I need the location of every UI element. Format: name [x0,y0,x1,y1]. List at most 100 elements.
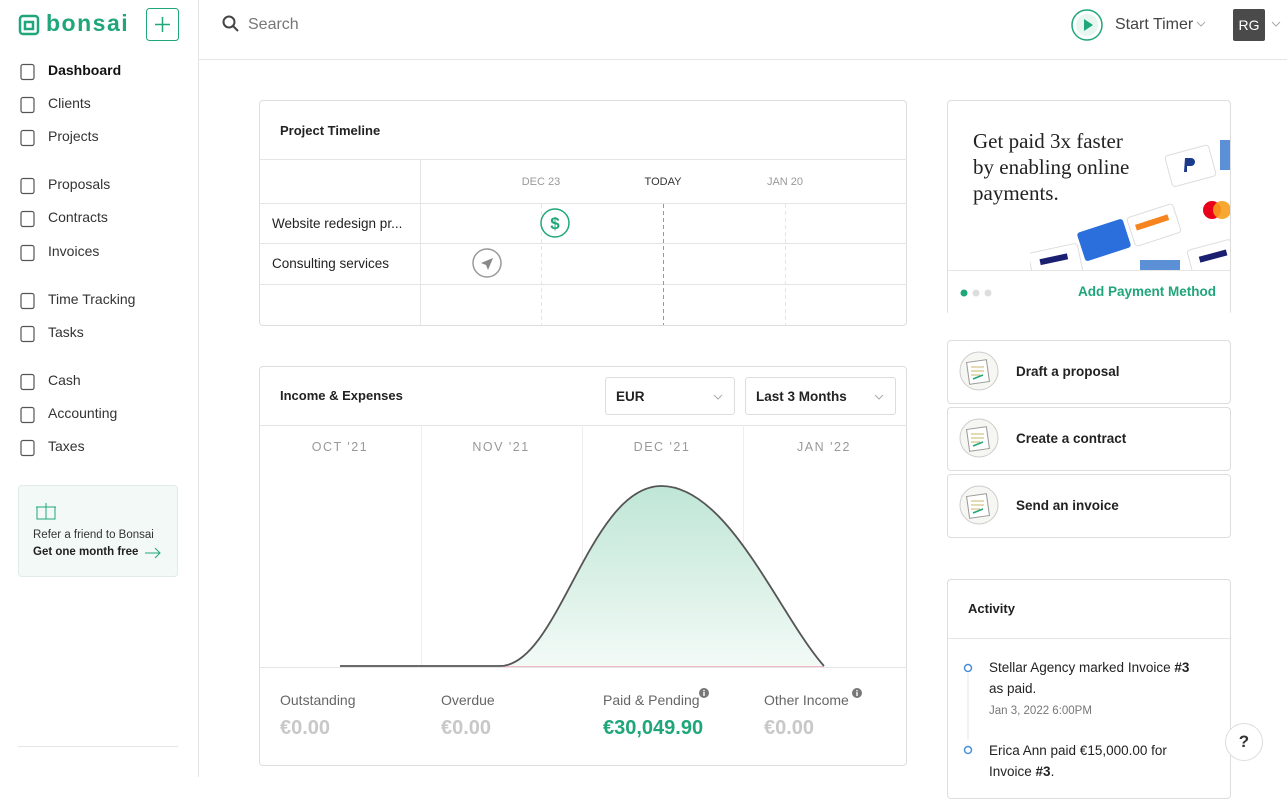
nav-item[interactable]: Clients [48,95,91,111]
month-label: DEC '21 [633,440,691,454]
divider [948,270,1230,315]
currency-select[interactable] [605,377,735,415]
chevron [713,394,723,400]
action-card[interactable] [947,474,1231,538]
action-card[interactable] [947,340,1231,404]
nav-item[interactable]: Tasks [48,324,84,340]
stat-label: Paid & Pending [603,692,700,708]
logo: bonsai [46,10,130,36]
timeline-column: TODAY [644,176,682,188]
action-label[interactable]: Send an invoice [1016,498,1119,513]
income-chart [259,425,907,668]
income-card [259,366,907,766]
activity-text: Stellar Agency marked Invoice [989,660,1175,675]
activity-text: . [1050,764,1055,779]
invoice-ref[interactable]: #3 [1035,764,1051,779]
nav-icon[interactable] [19,439,37,457]
nav-icon[interactable] [19,406,37,424]
invoice-marker[interactable]: $ [540,208,570,238]
timer-label[interactable]: Start Timer [1115,16,1194,33]
help-button[interactable]: ? [1225,723,1263,761]
nav-icon[interactable] [19,177,37,195]
nav-icon[interactable] [19,373,37,391]
nav-icon[interactable] [19,325,37,343]
action-label[interactable]: Draft a proposal [1016,364,1120,379]
divider [18,746,178,747]
carousel-dots[interactable] [958,289,998,297]
timeline-row[interactable]: Consulting services [272,256,390,271]
timeline-card [259,100,907,326]
stat-value: €0.00 [280,717,331,739]
activity-date: Jan 3, 2022 6:00PM [989,705,1092,717]
referral-link[interactable]: Get one month free [33,546,139,558]
chevron [1271,21,1281,27]
month-label: OCT '21 [311,440,369,454]
svg-text:$: $ [550,214,560,233]
currency-value[interactable]: EUR [616,389,645,404]
nav-item[interactable]: Contracts [48,209,108,225]
nav-item[interactable]: Proposals [48,176,111,192]
chevron [1196,21,1206,27]
nav-item[interactable]: Cash [48,372,81,388]
range-select[interactable] [745,377,896,415]
timeline-row[interactable]: Website redesign pr... [272,216,403,231]
card-logos [1030,140,1230,270]
info-icon [852,688,862,698]
nav-icon[interactable] [19,63,37,81]
divider [948,638,1230,639]
activity-text: Stellar Agency marked Invoice #3 [989,660,1189,675]
nav-item[interactable]: Projects [48,128,99,144]
range-value[interactable]: Last 3 Months [756,389,847,404]
chevron [874,394,884,400]
timeline-column: JAN 20 [766,176,804,188]
add-payment-link[interactable]: Add Payment Method [1078,284,1217,299]
action-card[interactable] [947,407,1231,471]
topbar [199,0,1287,60]
sent-marker[interactable] [472,248,502,278]
activity-text: Invoice #3. [989,764,1054,779]
info-icon [699,688,709,698]
timeline-column: DEC 23 [521,176,561,188]
activity-text: as paid. [989,681,1037,696]
headline: payments. [973,181,1059,205]
nav-icon[interactable] [19,292,37,310]
nav-icon[interactable] [19,210,37,228]
page: bonsai Dashboard Clients Projects Proposals C… [18,0,1287,799]
headline: by enabling online [973,155,1130,179]
activity-rail [963,663,973,755]
activity-text: Erica Ann paid €15,000.00 for [989,743,1167,758]
month-label: JAN '22 [797,440,851,454]
action-icon [959,485,999,525]
search-input[interactable]: Search [248,16,299,33]
action-icon [959,418,999,458]
nav-item[interactable]: Accounting [48,405,118,421]
activity-text: Invoice [989,764,1036,779]
timer-button[interactable] [1071,9,1103,41]
stat-label: Outstanding [280,692,356,708]
search-icon [222,15,239,32]
nav-item[interactable]: Dashboard [48,62,122,78]
stat-label: Overdue [441,692,495,708]
nav-icon[interactable] [19,244,37,262]
invoice-ref[interactable]: #3 [1174,660,1190,675]
card-title: Income & Expenses [280,388,403,403]
nav-icon[interactable] [19,129,37,147]
avatar[interactable]: RG [1233,9,1265,41]
add-button[interactable] [146,8,179,41]
referral-box [18,485,178,577]
arrow [145,547,161,559]
logo-icon [18,14,40,36]
card-title: Project Timeline [280,123,381,138]
nav-item[interactable]: Time Tracking [48,291,136,307]
stat-value: €0.00 [441,717,492,739]
stat-value: €0.00 [764,717,815,739]
nav-item[interactable]: Invoices [48,243,100,259]
gift-icon [36,503,56,520]
timeline-grid [259,159,907,325]
card-title: Activity [968,601,1015,616]
nav-item[interactable]: Taxes [48,438,85,454]
nav-icon[interactable] [19,96,37,114]
action-icon [959,351,999,391]
headline: Get paid 3x faster [973,129,1123,153]
action-label[interactable]: Create a contract [1016,431,1127,446]
